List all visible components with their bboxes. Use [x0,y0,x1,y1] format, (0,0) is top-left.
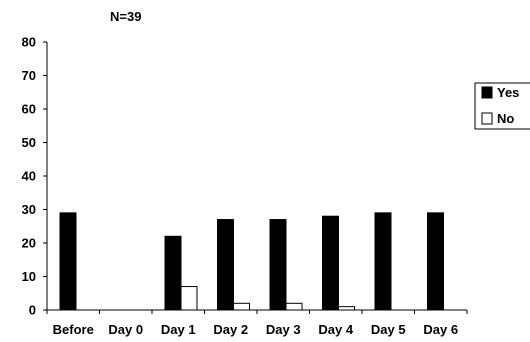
x-tick-label: Day 1 [161,322,196,337]
x-tick-label: Before [53,322,94,337]
bar-yes-day-1 [164,235,182,311]
y-tick-label: 10 [22,269,36,284]
bar-yes-before [59,212,77,311]
y-tick-label: 60 [22,102,36,117]
y-axis: 0 10 20 30 40 50 60 70 80 [22,35,48,318]
bar-yes-day-4 [322,215,339,311]
x-tick-label: Day 3 [266,322,301,337]
x-tick-label: Day 4 [318,322,353,337]
y-tick-label: 30 [22,202,36,217]
x-tick-label: Day 2 [213,322,248,337]
y-tick-label: 40 [22,169,36,184]
bar-no-day-1 [180,286,198,311]
x-axis: Before Day 0 Day 1 Day 2 Day 3 Day 4 Day 5 Day … [46,309,468,337]
legend-swatch-no [481,112,493,125]
y-tick-label: 20 [22,236,36,251]
x-tick-label: Day 5 [371,322,406,337]
bar-yes-day-3 [269,219,287,311]
chart-title: N=39 [110,9,141,24]
y-tick-label: 0 [29,303,36,318]
x-tick-label: Day 0 [108,322,143,337]
bar-yes-day-5 [374,212,392,311]
bars [59,212,444,311]
bar-yes-day-6 [427,212,444,311]
y-tick-label: 70 [22,68,36,83]
y-tick-label: 50 [22,135,36,150]
bar-no-day-3 [285,302,303,311]
bar-yes-day-2 [217,219,234,311]
legend: Yes No [474,82,530,130]
legend-label-yes: Yes [497,85,519,100]
bar-no-day-4 [338,306,355,311]
legend-label-no: No [497,111,514,126]
legend-swatch-yes [481,86,493,99]
bar-no-day-2 [233,302,250,311]
x-tick-label: Day 6 [423,322,458,337]
y-tick-label: 80 [22,35,36,50]
